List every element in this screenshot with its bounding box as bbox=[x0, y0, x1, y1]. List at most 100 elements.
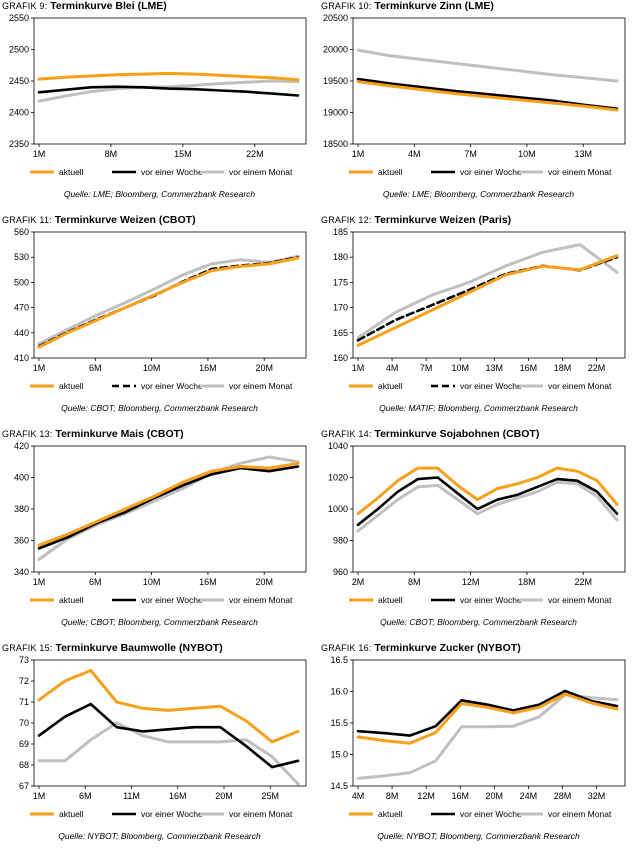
y-tick-label: 73 bbox=[19, 655, 29, 665]
chart-panel: Grafik 11: Terminkurve Weizen (CBOT) 410 4… bbox=[0, 214, 319, 428]
x-tick-label: 32M bbox=[588, 791, 606, 801]
legend-label-monat: vor einem Monat bbox=[229, 167, 293, 177]
x-tick-label: 20M bbox=[215, 791, 233, 801]
chart-panel: Grafik 10: Terminkurve Zinn (LME) 18500 19… bbox=[319, 0, 638, 214]
x-tick-label: 1M bbox=[33, 577, 46, 587]
chart-title-text: Terminkurve Weizen (Paris) bbox=[371, 214, 512, 226]
legend-label-woche: vor einer Woche bbox=[460, 381, 522, 391]
chart-number: Grafik 15: bbox=[2, 643, 53, 653]
legend-label-monat: vor einem Monat bbox=[548, 595, 612, 605]
legend-label-aktuell: aktuell bbox=[59, 809, 84, 819]
y-tick-label: 2550 bbox=[9, 13, 29, 23]
legend-label-monat: vor einem Monat bbox=[229, 595, 293, 605]
y-tick-label: 170 bbox=[333, 303, 348, 313]
y-tick-label: 180 bbox=[333, 252, 348, 262]
x-tick-label: 6M bbox=[89, 577, 102, 587]
line-chart: 67 68 69 70 71 72 73 1M 6M 11M 16M 20M 25M aktuell vor… bbox=[19, 655, 307, 819]
legend-label-monat: vor einem Monat bbox=[548, 809, 612, 819]
line-chart: 960 980 1000 1020 1040 2M 8M 12M 18M 22M aktuell vo… bbox=[328, 441, 626, 605]
chart-source: Quelle: NYBOT; Bloomberg, Commerzbank Re… bbox=[377, 831, 580, 841]
plot-area bbox=[33, 445, 307, 573]
chart-title: Grafik 13: Terminkurve Mais (CBOT) bbox=[2, 428, 184, 440]
plot-area bbox=[33, 231, 307, 359]
y-tick-label: 2350 bbox=[9, 139, 29, 149]
y-tick-label: 165 bbox=[333, 328, 348, 338]
series-line-aktuell bbox=[37, 256, 300, 349]
chart-panel: Grafik 9: Terminkurve Blei (LME) 2350 2400… bbox=[0, 0, 319, 214]
y-tick-label: 69 bbox=[19, 739, 29, 749]
chart-title-text: Terminkurve Blei (LME) bbox=[47, 0, 167, 12]
y-tick-label: 70 bbox=[19, 718, 29, 728]
y-tick-label: 20500 bbox=[323, 13, 348, 23]
chart-panel: Grafik 13: Terminkurve Mais (CBOT) 340 360… bbox=[0, 428, 319, 642]
chart-panel: Grafik 16: Terminkurve Zucker (NYBOT) 14.… bbox=[319, 642, 638, 856]
line-chart: 160 165 170 175 180 185 1M 4M 7M 10M 13M 16M 18M 22M a… bbox=[333, 227, 626, 391]
y-tick-label: 1020 bbox=[328, 473, 348, 483]
legend-label-aktuell: aktuell bbox=[378, 167, 403, 177]
y-tick-label: 440 bbox=[14, 328, 29, 338]
y-tick-label: 16.0 bbox=[330, 687, 348, 697]
series-line-woche bbox=[37, 255, 300, 348]
y-tick-label: 1000 bbox=[328, 504, 348, 514]
chart-number: Grafik 10: bbox=[321, 1, 372, 11]
chart-title-text: Terminkurve Zucker (NYBOT) bbox=[371, 642, 521, 654]
chart-title-text: Terminkurve Zinn (LME) bbox=[371, 0, 494, 12]
y-tick-label: 980 bbox=[333, 536, 348, 546]
chart-title-text: Terminkurve Sojabohnen (CBOT) bbox=[371, 428, 540, 440]
series-line-woche bbox=[37, 85, 300, 97]
plot-area bbox=[33, 659, 307, 787]
x-tick-label: 1M bbox=[33, 149, 46, 159]
y-tick-label: 185 bbox=[333, 227, 348, 237]
y-tick-label: 530 bbox=[14, 252, 29, 262]
x-tick-label: 16M bbox=[520, 363, 538, 373]
x-tick-label: 6M bbox=[89, 363, 102, 373]
series-line-aktuell bbox=[37, 71, 300, 82]
y-tick-label: 18500 bbox=[323, 139, 348, 149]
y-tick-label: 68 bbox=[19, 760, 29, 770]
chart-title-text: Terminkurve Weizen (CBOT) bbox=[51, 214, 196, 226]
x-tick-label: 1M bbox=[33, 791, 46, 801]
x-tick-label: 2M bbox=[352, 577, 365, 587]
y-tick-label: 420 bbox=[14, 441, 29, 451]
x-tick-label: 10M bbox=[143, 577, 161, 587]
y-tick-label: 20000 bbox=[323, 45, 348, 55]
chart-source: Quelle: LME; Bloomberg, Commerzbank Rese… bbox=[382, 189, 575, 199]
legend-label-aktuell: aktuell bbox=[59, 381, 84, 391]
x-tick-label: 22M bbox=[588, 363, 606, 373]
x-tick-label: 12M bbox=[417, 791, 435, 801]
x-tick-label: 1M bbox=[33, 363, 46, 373]
x-tick-label: 10M bbox=[451, 363, 469, 373]
chart-title-text: Terminkurve Baumwolle (NYBOT) bbox=[52, 642, 223, 654]
chart-source: Quelle: NYBOT; Bloomberg, Commerzbank Re… bbox=[58, 831, 261, 841]
series-line-aktuell bbox=[356, 466, 619, 516]
x-tick-label: 18M bbox=[554, 363, 572, 373]
y-tick-label: 2450 bbox=[9, 76, 29, 86]
chart-title: Grafik 16: Terminkurve Zucker (NYBOT) bbox=[321, 642, 521, 654]
x-tick-label: 13M bbox=[574, 149, 592, 159]
y-tick-label: 500 bbox=[14, 277, 29, 287]
series-line-aktuell bbox=[37, 669, 300, 744]
x-tick-label: 4M bbox=[408, 149, 421, 159]
x-tick-label: 8M bbox=[105, 149, 118, 159]
y-tick-label: 410 bbox=[14, 353, 29, 363]
series-line-woche bbox=[356, 476, 619, 527]
chart-source: Quelle: CBOT; Bloomberg, Commerzbank Res… bbox=[61, 403, 258, 413]
x-tick-label: 16M bbox=[169, 791, 187, 801]
y-tick-label: 560 bbox=[14, 227, 29, 237]
series-line-woche bbox=[37, 702, 300, 769]
line-chart: 340 360 380 400 420 1M 6M 10M 16M 20M aktuell vor e… bbox=[14, 441, 307, 605]
series-line-monat bbox=[37, 79, 300, 103]
chart-title: Grafik 10: Terminkurve Zinn (LME) bbox=[321, 0, 494, 12]
x-tick-label: 24M bbox=[520, 791, 538, 801]
legend-label-monat: vor einem Monat bbox=[548, 167, 612, 177]
chart-number: Grafik 13: bbox=[2, 429, 53, 439]
y-tick-label: 380 bbox=[14, 504, 29, 514]
y-tick-label: 960 bbox=[333, 567, 348, 577]
legend-label-woche: vor einer Woche bbox=[460, 167, 522, 177]
chart-source: Quelle: MATIF; Bloomberg, Commerzbank Re… bbox=[379, 403, 578, 413]
legend-label-woche: vor einer Woche bbox=[141, 167, 203, 177]
y-tick-label: 14.5 bbox=[330, 781, 348, 791]
series-line-aktuell bbox=[356, 80, 619, 112]
y-tick-label: 67 bbox=[19, 781, 29, 791]
legend-label-aktuell: aktuell bbox=[59, 167, 84, 177]
